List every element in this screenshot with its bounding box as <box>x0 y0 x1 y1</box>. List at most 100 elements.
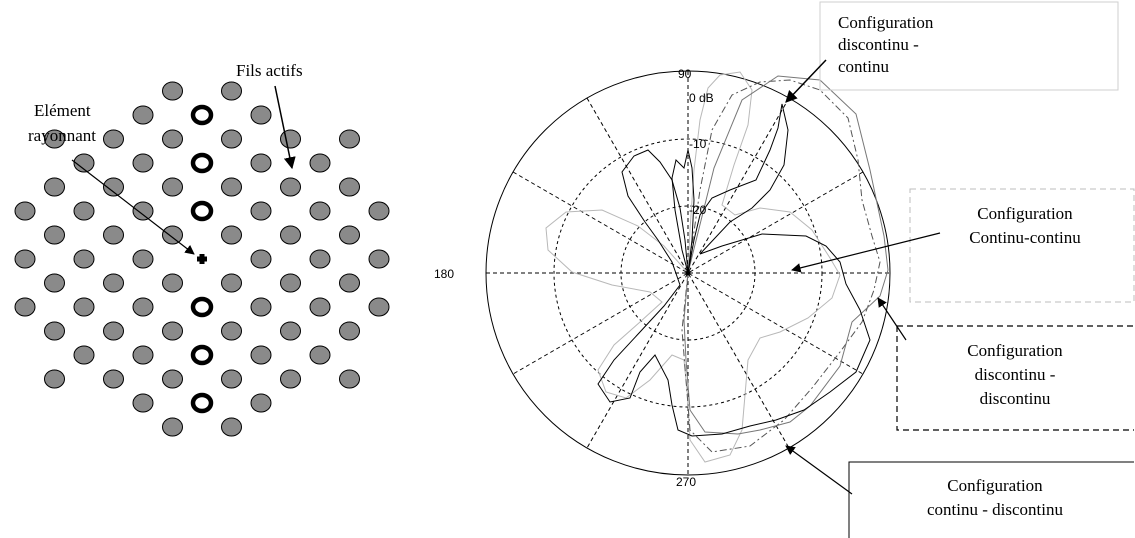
passive-wire <box>280 129 301 149</box>
passive-wire <box>162 129 183 149</box>
angle-label-180: 180 <box>434 267 454 281</box>
passive-wire <box>250 201 272 221</box>
passive-wire <box>44 321 65 341</box>
trace-discontinu-continu <box>683 75 889 435</box>
radial-label-minus20: -20 <box>689 203 707 217</box>
passive-wire <box>44 273 65 293</box>
passive-wire <box>103 321 124 341</box>
active-wire <box>190 344 214 366</box>
passive-wire <box>103 225 124 245</box>
polar-spoke <box>512 171 864 375</box>
legend-4-line1: Configuration <box>947 476 1043 495</box>
passive-wire <box>44 129 65 149</box>
label-element-1: Elément <box>34 101 91 120</box>
passive-wire <box>132 393 154 413</box>
passive-wire <box>162 81 183 101</box>
polar-diagram <box>485 70 891 476</box>
legend-box-3-frame <box>896 325 1134 431</box>
polar-spoke <box>586 97 790 449</box>
passive-wire <box>103 369 124 389</box>
trace-continu-discontinu <box>597 103 871 437</box>
passive-wire <box>339 369 360 389</box>
passive-wire <box>14 297 36 317</box>
passive-wire <box>280 273 301 293</box>
passive-wire <box>368 201 390 221</box>
passive-wire <box>221 177 242 197</box>
passive-wire <box>309 297 331 317</box>
passive-wire <box>221 321 242 341</box>
arrow-legend-2 <box>791 232 941 273</box>
passive-wire <box>309 153 331 173</box>
active-wire <box>190 104 214 126</box>
trace-discontinu-discontinu <box>681 79 881 453</box>
passive-wire <box>162 417 183 437</box>
passive-wire <box>73 153 95 173</box>
passive-wire <box>339 273 360 293</box>
passive-wire <box>103 177 124 197</box>
legend-1-line2: discontinu - continu <box>838 35 919 76</box>
passive-wire <box>309 249 331 269</box>
wire-array <box>14 81 390 437</box>
label-element-2: rayonnant <box>28 126 96 145</box>
legend-3-line1: Configuration <box>967 341 1063 360</box>
legend-4-line2: continu - discontinu <box>927 500 1063 519</box>
passive-wire <box>132 297 154 317</box>
polar-spoke <box>512 171 864 375</box>
passive-wire <box>250 393 272 413</box>
legend-box-1-frame <box>819 1 1119 91</box>
passive-wire <box>221 129 242 149</box>
active-wire <box>190 296 214 318</box>
passive-wire <box>250 345 272 365</box>
arrow-fils-actifs <box>274 85 296 170</box>
passive-wire <box>162 225 183 245</box>
passive-wire <box>103 273 124 293</box>
passive-wire <box>221 369 242 389</box>
passive-wire <box>309 201 331 221</box>
legend-2: Configuration Continu-continu <box>925 202 1125 250</box>
passive-wire <box>280 225 301 245</box>
passive-wire <box>162 273 183 293</box>
passive-wire <box>73 249 95 269</box>
legend-3-line3: discontinu <box>979 389 1051 408</box>
passive-wire <box>339 129 360 149</box>
active-wire <box>190 392 214 414</box>
angle-label-90: 90 <box>678 67 692 81</box>
passive-wire <box>280 177 301 197</box>
passive-wire <box>280 321 301 341</box>
passive-wire <box>14 249 36 269</box>
passive-wire <box>250 153 272 173</box>
angle-label-270: 270 <box>676 475 696 489</box>
passive-wire <box>309 345 331 365</box>
passive-wire <box>44 225 65 245</box>
passive-wire <box>250 249 272 269</box>
passive-wire <box>339 321 360 341</box>
legend-2-line2: Continu-continu <box>969 228 1081 247</box>
passive-wire <box>162 321 183 341</box>
passive-wire <box>132 153 154 173</box>
legend-1: Configuration discontinu - continu <box>822 12 972 78</box>
passive-wire <box>14 201 36 221</box>
passive-wire <box>339 177 360 197</box>
passive-wire <box>221 273 242 293</box>
legend-3-line2: discontinu - <box>974 365 1056 384</box>
passive-wire <box>368 249 390 269</box>
passive-wire <box>132 345 154 365</box>
passive-wire <box>368 297 390 317</box>
trace-continu-continu <box>545 71 841 463</box>
trace-continu-discontinu-lobe <box>671 149 695 274</box>
legend-1-line1: Configuration <box>838 13 934 32</box>
passive-wire <box>339 225 360 245</box>
passive-wire <box>44 177 65 197</box>
legend-4: Configuration continu - discontinu <box>870 474 1120 522</box>
active-wire <box>190 200 214 222</box>
legend-box-4-frame <box>848 461 1134 538</box>
active-wire <box>190 152 214 174</box>
passive-wire <box>162 369 183 389</box>
polar-origin <box>685 270 691 276</box>
passive-wire <box>73 201 95 221</box>
passive-wire <box>132 105 154 125</box>
passive-wire <box>132 201 154 221</box>
arrow-legend-1 <box>785 59 827 103</box>
passive-wire <box>132 249 154 269</box>
